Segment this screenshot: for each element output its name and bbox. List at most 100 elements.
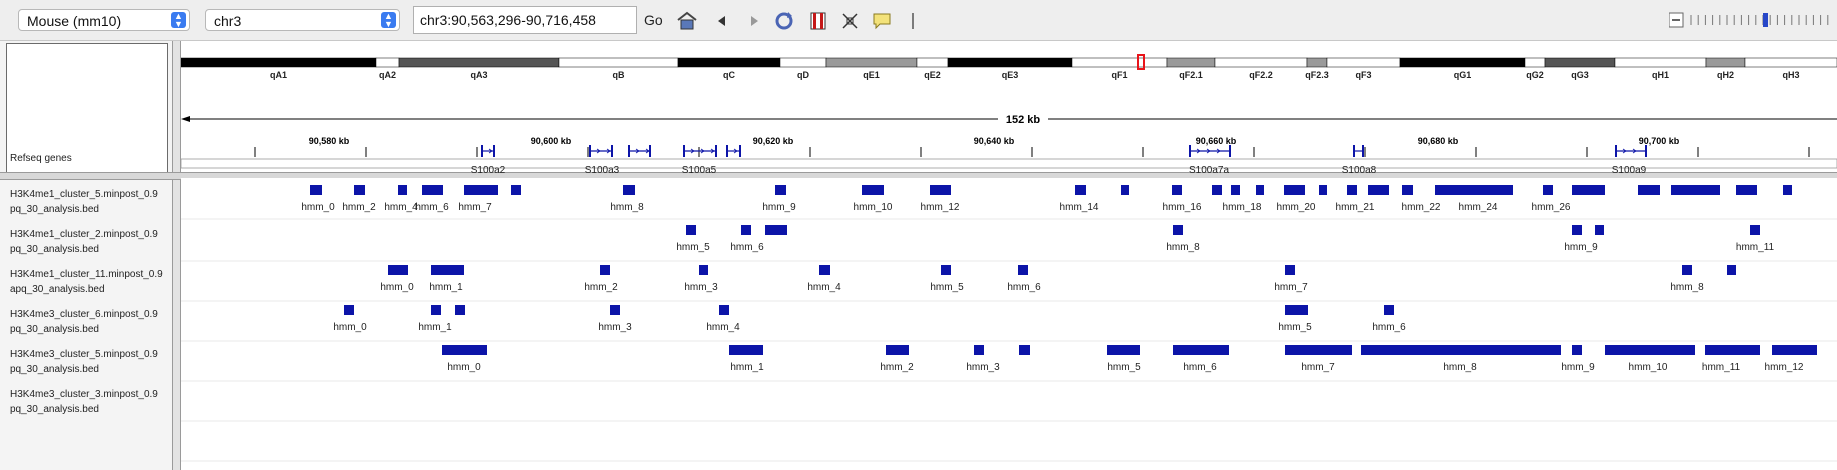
gene-label: S100a3 xyxy=(585,165,620,176)
band-label: qE3 xyxy=(1002,70,1019,80)
track-name[interactable]: H3K4me1_cluster_11.minpost_0.9 apq_30_an… xyxy=(10,269,163,295)
track-name[interactable]: H3K4me3_cluster_3.minpost_0.9 pq_30_anal… xyxy=(10,389,158,415)
feature-label: hmm_6 xyxy=(730,242,764,253)
feature-label: hmm_5 xyxy=(930,282,964,293)
resize-icon[interactable] xyxy=(839,10,861,32)
bed-feature xyxy=(686,225,696,235)
feature-label: hmm_12 xyxy=(921,202,960,213)
track-name[interactable]: Refseq genes xyxy=(10,153,72,164)
feature-label: hmm_2 xyxy=(880,362,914,373)
band-label: qA1 xyxy=(270,70,287,80)
band-label: qB xyxy=(613,70,625,80)
feature-label: hmm_1 xyxy=(730,362,764,373)
genome-select[interactable]: Mouse (mm10) ▲ ▼ xyxy=(18,9,190,31)
bed-feature xyxy=(1256,185,1264,195)
bed-feature xyxy=(729,345,763,355)
bed-feature xyxy=(699,265,708,275)
feature-label: hmm_0 xyxy=(333,322,367,333)
ruler-tick-label: 90,680 kb xyxy=(1418,136,1459,146)
track-name[interactable]: H3K4me1_cluster_5.minpost_0.9 pq_30_anal… xyxy=(10,189,158,215)
band-label: qF1 xyxy=(1111,70,1127,80)
gene-exon xyxy=(649,145,651,157)
band-label: qG3 xyxy=(1571,70,1589,80)
home-icon[interactable] xyxy=(676,10,698,32)
track-name[interactable]: H3K4me3_cluster_6.minpost_0.9 pq_30_anal… xyxy=(10,309,158,335)
bed-feature xyxy=(442,345,487,355)
bed-feature xyxy=(1285,305,1308,315)
feature-label: hmm_5 xyxy=(1107,362,1141,373)
tracks: S100a2 S100a3 S100a5 S100a7a S100a8 S100a9 hmm… xyxy=(181,145,1837,462)
feature-label: hmm_24 xyxy=(1459,202,1498,213)
ideogram-band xyxy=(375,57,400,68)
band-label: qF2.2 xyxy=(1249,70,1273,80)
feature-label: hmm_8 xyxy=(1670,282,1704,293)
chromosome-value: chr3 xyxy=(214,13,242,29)
bed-feature xyxy=(1572,185,1605,195)
ideogram-band xyxy=(947,57,1073,68)
band-label: qC xyxy=(723,70,735,80)
refresh-icon[interactable] xyxy=(773,10,795,32)
bed-feature xyxy=(1231,185,1240,195)
bed-feature xyxy=(344,305,354,315)
strand-arrow xyxy=(690,148,695,154)
track-name-panel xyxy=(0,41,173,470)
bed-feature xyxy=(941,265,951,275)
bed-feature xyxy=(1368,185,1389,195)
band-label: qF2.3 xyxy=(1305,70,1329,80)
feature-label: hmm_26 xyxy=(1532,202,1571,213)
gene-exon xyxy=(493,145,495,157)
ideogram-band xyxy=(1399,57,1526,68)
bed-feature xyxy=(1284,185,1305,195)
ideogram-band xyxy=(1614,57,1707,68)
band-label: qE2 xyxy=(924,70,941,80)
bed-feature xyxy=(1285,345,1352,355)
track-name[interactable]: H3K4me3_cluster_5.minpost_0.9 pq_30_anal… xyxy=(10,349,158,375)
bed-feature xyxy=(1173,345,1229,355)
feature-label: hmm_11 xyxy=(1736,242,1775,253)
bed-feature xyxy=(1172,185,1182,195)
band-label: qA3 xyxy=(470,70,487,80)
track-name[interactable]: H3K4me1_cluster_2.minpost_0.9 pq_30_anal… xyxy=(10,229,158,255)
span-label: 152 kb xyxy=(1006,114,1041,126)
back-icon[interactable] xyxy=(711,10,733,32)
strand-arrow xyxy=(700,148,705,154)
gene-label: S100a2 xyxy=(471,165,506,176)
feature-label: hmm_1 xyxy=(418,322,452,333)
ideogram-band xyxy=(1326,57,1401,68)
strand-arrow xyxy=(1632,148,1637,154)
bed-feature xyxy=(974,345,984,355)
strand-arrow xyxy=(1622,148,1627,154)
band-label: qD xyxy=(797,70,809,80)
ruler-tick-label: 90,620 kb xyxy=(753,136,794,146)
popup-text-icon[interactable] xyxy=(871,10,893,32)
gene-exon xyxy=(611,145,613,157)
ideogram-band xyxy=(825,57,918,68)
gene-label: S100a7a xyxy=(1189,165,1229,176)
ruler-tick-label: 90,700 kb xyxy=(1639,136,1680,146)
gene-exon xyxy=(628,145,630,157)
feature-label: hmm_4 xyxy=(384,202,418,213)
gene-label: S100a8 xyxy=(1342,165,1377,176)
feature-label: hmm_12 xyxy=(1765,362,1804,373)
chromosome-ideogram: qA1 qA2 qA3 qB qC qD qE1 qE2 qE3 qF1 qF2.1 qF2.2 qF2… xyxy=(181,54,1837,80)
feature-label: hmm_5 xyxy=(1278,322,1312,333)
region-icon[interactable] xyxy=(807,10,829,32)
gene-exon xyxy=(1229,145,1231,157)
gene-label: S100a9 xyxy=(1612,165,1647,176)
band-label: qH2 xyxy=(1717,70,1734,80)
strand-arrow xyxy=(1216,148,1221,154)
bed-feature xyxy=(310,185,322,195)
bed-feature xyxy=(1572,225,1582,235)
go-button[interactable]: Go xyxy=(644,12,663,28)
bed-feature xyxy=(1384,305,1394,315)
chromosome-select[interactable]: chr3 ▲ ▼ xyxy=(205,9,400,31)
zoom-slider[interactable] xyxy=(1669,10,1835,30)
locus-input[interactable]: chr3:90,563,296-90,716,458 xyxy=(413,6,637,34)
bed-feature xyxy=(1772,345,1817,355)
feature-label: hmm_5 xyxy=(676,242,710,253)
data-panel[interactable]: qA1 qA2 qA3 qB qC qD qE1 qE2 qE3 qF1 qF2.1 qF2.2 qF2… xyxy=(181,41,1837,470)
feature-label: hmm_9 xyxy=(1564,242,1598,253)
feature-label: hmm_10 xyxy=(854,202,893,213)
forward-icon[interactable] xyxy=(743,10,765,32)
feature-label: hmm_20 xyxy=(1277,202,1316,213)
